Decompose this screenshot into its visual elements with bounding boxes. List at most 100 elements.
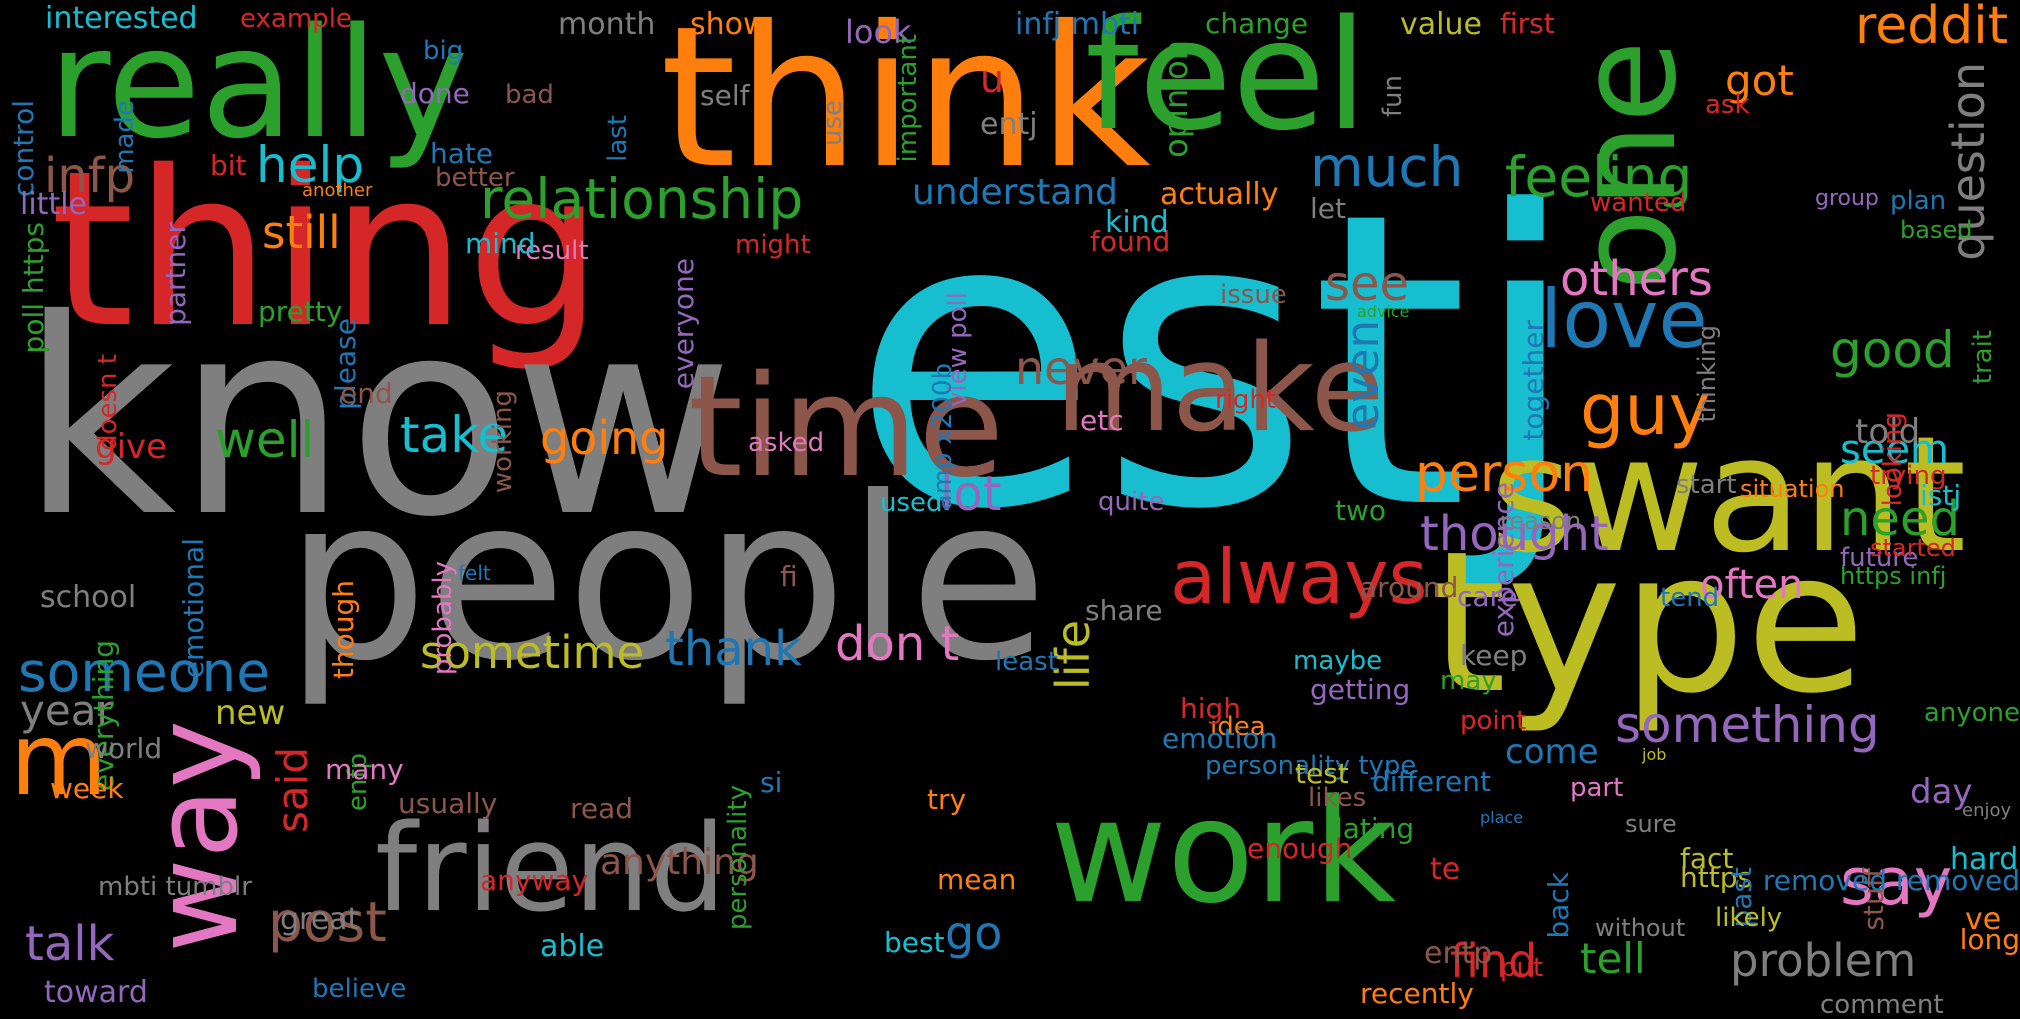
word-entp: entp [1424, 936, 1493, 971]
word-group: group [1815, 186, 1879, 211]
word-don-t: don t [835, 616, 960, 672]
word-long: long [1959, 923, 2020, 956]
word-new: new [215, 693, 286, 733]
word-better: better [435, 163, 515, 193]
word-m: m [10, 701, 108, 818]
word-never: never [1015, 341, 1147, 395]
word-thank: thank [665, 621, 802, 677]
word-lot: lot [940, 466, 1002, 522]
word-well: well [215, 411, 315, 469]
word-great: great [280, 902, 360, 937]
word-someone: someone [18, 640, 271, 704]
word-future: future [1840, 543, 1919, 573]
word-others: others [1560, 251, 1713, 307]
word-enjoy: enjoy [1962, 800, 2012, 821]
word-friend: friend [375, 800, 726, 939]
word-told: told [1855, 412, 1921, 452]
word-u: u [980, 57, 1005, 101]
word-need: need [1840, 491, 1960, 547]
word-guy: guy [1580, 369, 1711, 451]
word-read: read [570, 792, 634, 825]
word-hate: hate [430, 137, 494, 170]
word-done: done [400, 77, 470, 110]
word-even: even [1336, 320, 1389, 431]
word-use: use [818, 100, 848, 147]
word-control: control [7, 100, 40, 198]
word-maybe: maybe [1293, 646, 1383, 676]
word-https: https [1680, 861, 1753, 894]
word-toward: toward [44, 975, 148, 1010]
word-si: si [760, 766, 783, 799]
word-dating: dating [1325, 812, 1415, 845]
word-thought: thought [1420, 506, 1609, 562]
word-high: high [1180, 692, 1242, 725]
word-two: two [1335, 494, 1387, 527]
word-bit: bit [210, 149, 247, 182]
word-ask: ask [1705, 90, 1750, 120]
word-said: said [268, 747, 317, 833]
word-able: able [540, 929, 605, 964]
word-another: another [302, 180, 373, 201]
word-actually: actually [1160, 177, 1279, 212]
word-working: working [488, 390, 518, 494]
word-istj: istj [1920, 479, 1962, 512]
word-keep: keep [1460, 639, 1528, 672]
word-te: te [1430, 852, 1461, 887]
word-give: give [95, 427, 168, 467]
word-https-infj: https infj [1840, 562, 1947, 590]
word-likes: likes [1308, 783, 1367, 813]
word-say: say [1840, 845, 1953, 920]
word-infp: infp [44, 148, 136, 204]
word-seem: seem [1840, 427, 1950, 473]
word-least: least [995, 647, 1058, 677]
word-anyway: anyway [480, 864, 589, 897]
word-little: little [20, 187, 87, 222]
word-post: post [268, 890, 387, 954]
word-care: care [1457, 580, 1518, 613]
word-different: different [1372, 765, 1491, 798]
word-hard: hard [1950, 842, 2019, 877]
word-interested: interested [45, 1, 198, 36]
word-personality: personality [723, 785, 753, 931]
word-going: going [540, 411, 669, 465]
word-fact: fact [1680, 842, 1734, 875]
word-start: start [1676, 470, 1737, 500]
word-month: month [558, 7, 656, 42]
word-thing: thing [50, 124, 604, 375]
word-personality-type: personality type [1205, 751, 1417, 781]
word-based: based [1900, 216, 1973, 244]
word-kind: kind [1105, 205, 1169, 240]
word-take: take [400, 406, 509, 464]
word-example: example [240, 4, 352, 34]
word-reason: reason [1500, 507, 1582, 535]
word-always: always [1170, 533, 1428, 621]
word-got: got [1725, 56, 1794, 105]
word-started: started [1870, 534, 1956, 562]
word-idea: idea [1210, 712, 1266, 742]
word-value: value [1400, 7, 1482, 42]
word-without: without [1595, 914, 1686, 942]
word-really: really [48, 0, 469, 172]
word-still: still [262, 206, 341, 259]
word-opinion: opinion [1157, 40, 1195, 158]
word-feel: feel [1085, 0, 1368, 164]
word-trait: trait [1968, 330, 1998, 385]
word-work: work [1050, 768, 1397, 935]
word-pretty: pretty [258, 295, 343, 328]
word-last: last [603, 115, 633, 162]
word-issue: issue [1220, 280, 1287, 310]
word-sometime: sometime [420, 626, 645, 679]
word-end: end [340, 377, 393, 410]
word-feeling: feeling [1505, 145, 1693, 209]
word-experience: experience [1487, 482, 1520, 638]
word-ve: ve [1965, 902, 2002, 937]
word-asked: asked [748, 428, 825, 458]
word-quite: quite [1098, 487, 1165, 517]
word-let: let [1310, 192, 1346, 225]
word-first: first [1500, 7, 1555, 40]
word-put: put [1500, 953, 1544, 983]
word-time: time [688, 346, 1005, 509]
word-probably: probably [428, 561, 458, 676]
word-removed-removed: removed removed [1762, 864, 2020, 897]
word-emotional: emotional [177, 538, 210, 679]
